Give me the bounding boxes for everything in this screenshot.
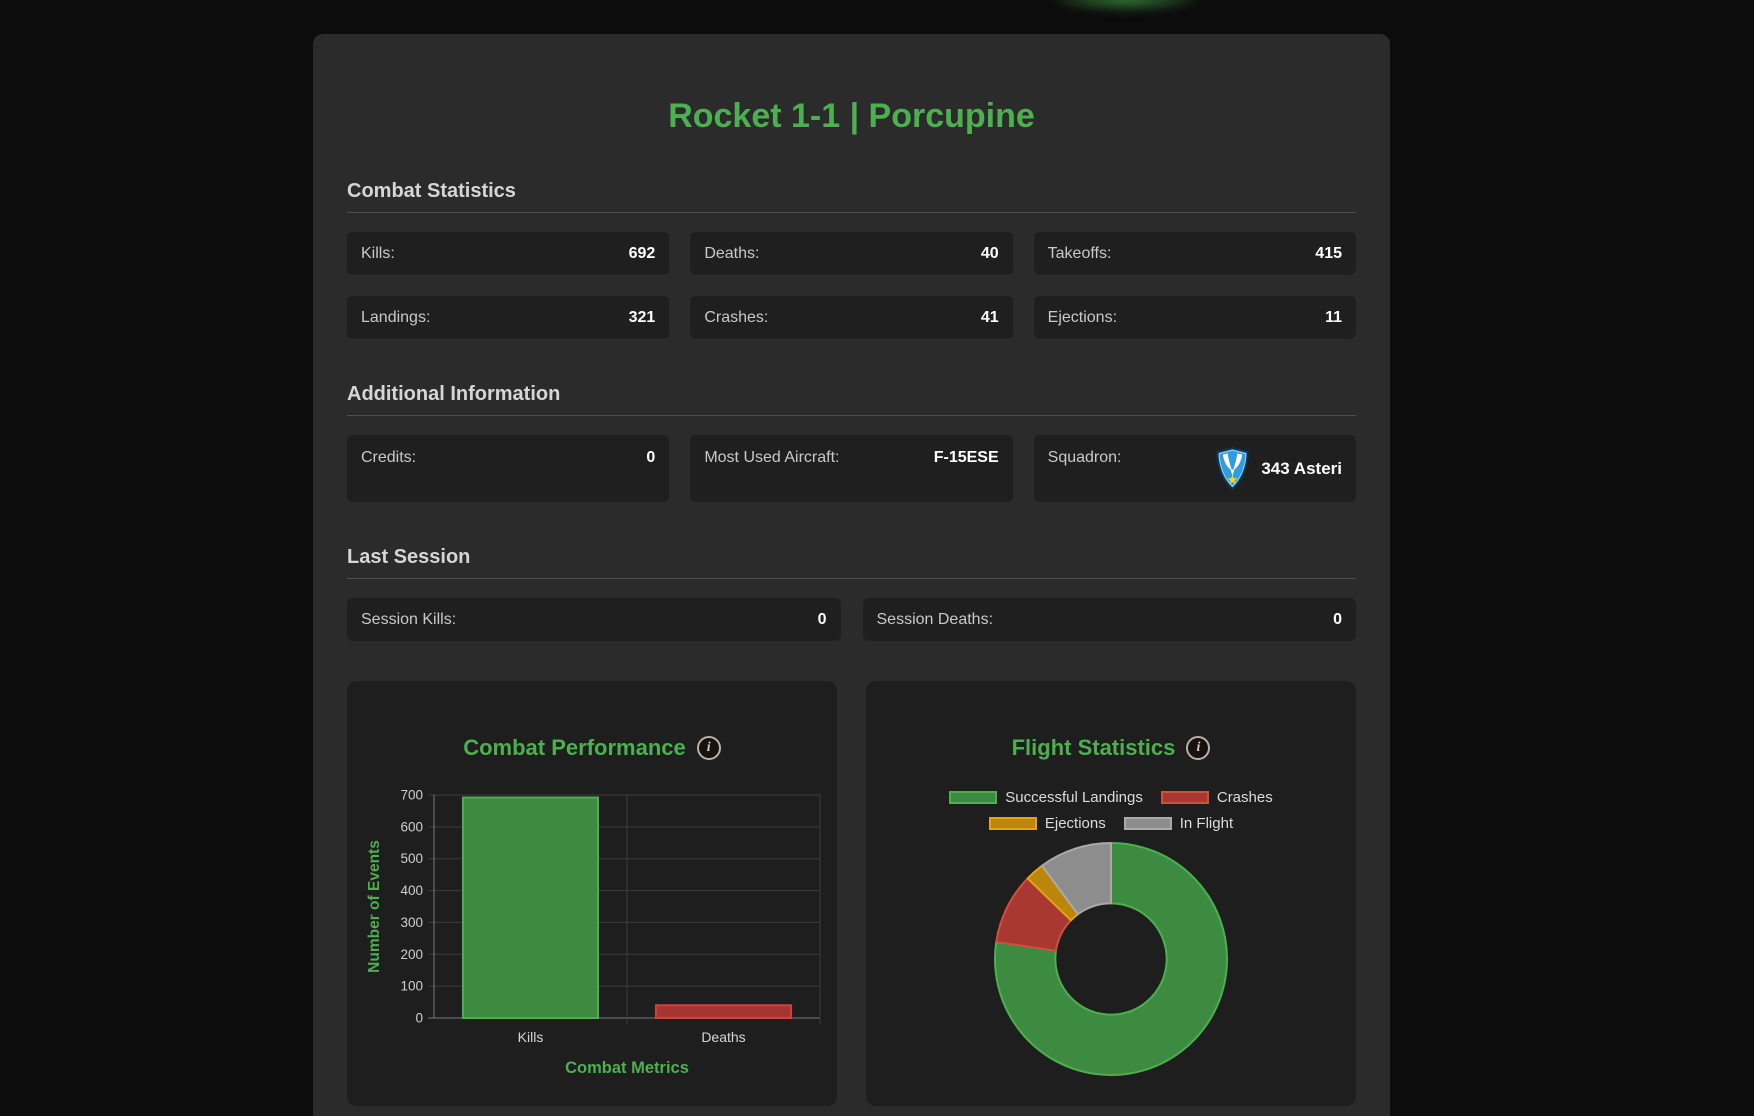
svg-text:Number of Events: Number of Events — [366, 840, 383, 973]
legend-label: In Flight — [1179, 815, 1234, 832]
additional-stats-grid: Credits: 0 Most Used Aircraft: F-15ESE S… — [347, 435, 1356, 502]
legend-swatch — [988, 817, 1037, 830]
stat-label: Takeoffs: — [1047, 244, 1112, 262]
donut-legend: Successful Landings Crashes Ejections In Fl… — [921, 789, 1301, 832]
divider — [347, 578, 1356, 579]
legend-item-ejections[interactable]: Ejections — [988, 815, 1106, 832]
stat-card-squadron: Squadron: 343 Asteri — [1033, 435, 1356, 502]
stat-label: Most Used Aircraft: — [704, 449, 840, 466]
section-combat-statistics: Combat Statistics Kills: 692 Deaths: 40 … — [347, 180, 1356, 339]
stat-label: Crashes: — [704, 308, 769, 326]
svg-text:700: 700 — [400, 788, 423, 803]
stat-card-session-kills: Session Kills: 0 — [347, 598, 841, 641]
stat-value: 11 — [1325, 308, 1342, 326]
stat-value: 415 — [1315, 244, 1342, 262]
flight-statistics-chart-card: Flight Statistics i Successful Landings C… — [866, 681, 1356, 1106]
legend-swatch — [1123, 817, 1172, 830]
combat-statistics-heading: Combat Statistics — [347, 180, 516, 202]
svg-text:0: 0 — [415, 1011, 423, 1026]
combat-stats-grid: Kills: 692 Deaths: 40 Takeoffs: 415 Land… — [347, 232, 1356, 339]
svg-text:100: 100 — [400, 979, 423, 994]
section-additional-information: Additional Information Credits: 0 Most U… — [347, 383, 1356, 502]
legend-item-successful-landings[interactable]: Successful Landings — [949, 789, 1143, 806]
last-session-grid: Session Kills: 0 Session Deaths: 0 — [347, 598, 1356, 641]
svg-text:Combat Metrics: Combat Metrics — [565, 1059, 689, 1077]
legend-label: Crashes — [1216, 789, 1273, 806]
stat-label: Session Deaths: — [876, 610, 994, 628]
flight-statistics-title-row: Flight Statistics i — [866, 735, 1356, 761]
stat-value: 0 — [646, 449, 656, 466]
combat-performance-bar-chart: 0 100 200 300 400 500 600 700 Kills Deaths Combat … — [366, 788, 821, 1077]
svg-text:200: 200 — [400, 947, 423, 962]
divider — [347, 415, 1356, 416]
stat-card-session-deaths: Session Deaths: 0 — [862, 598, 1356, 641]
svg-text:400: 400 — [400, 883, 423, 898]
legend-label: Ejections — [1044, 815, 1106, 832]
combat-performance-title: Combat Performance — [463, 735, 686, 760]
top-button-glow — [1053, 0, 1199, 12]
stat-card-most-used-aircraft: Most Used Aircraft: F-15ESE — [690, 435, 1013, 502]
legend-item-crashes[interactable]: Crashes — [1160, 789, 1273, 806]
stat-card-ejections: Ejections: 11 — [1033, 296, 1356, 339]
stat-value: 321 — [628, 308, 656, 326]
stat-card-landings: Landings: 321 — [347, 296, 670, 339]
stat-value: 0 — [817, 610, 827, 628]
stat-card-takeoffs: Takeoffs: 415 — [1033, 232, 1356, 275]
last-session-heading: Last Session — [347, 546, 471, 568]
stat-label: Session Kills: — [361, 610, 457, 628]
stat-label: Deaths: — [704, 244, 760, 262]
stat-card-crashes: Crashes: 41 — [690, 296, 1013, 339]
squadron-value: 343 Asteri — [1214, 447, 1342, 490]
divider — [347, 212, 1356, 213]
svg-text:Kills: Kills — [518, 1029, 544, 1045]
stat-card-deaths: Deaths: 40 — [690, 232, 1013, 275]
section-last-session: Last Session Session Kills: 0 Session De… — [347, 546, 1356, 641]
stat-label: Squadron: — [1047, 449, 1122, 466]
stat-value: 0 — [1333, 610, 1342, 628]
squadron-badge-icon — [1216, 447, 1249, 490]
svg-text:Deaths: Deaths — [701, 1029, 745, 1045]
legend-item-in-flight[interactable]: In Flight — [1123, 815, 1234, 832]
legend-swatch — [949, 791, 998, 804]
stat-value: F-15ESE — [933, 449, 999, 466]
flight-statistics-donut-chart — [994, 842, 1228, 1076]
stat-card-kills: Kills: 692 — [347, 232, 670, 275]
combat-performance-title-row: Combat Performance i — [347, 735, 837, 761]
svg-text:500: 500 — [400, 851, 423, 866]
page-title: Rocket 1-1 | Porcupine — [668, 97, 1035, 135]
stat-label: Credits: — [361, 449, 417, 466]
stat-value: 40 — [980, 244, 999, 262]
stat-value: 692 — [628, 244, 656, 262]
flight-statistics-title: Flight Statistics — [1011, 735, 1176, 760]
info-icon[interactable]: i — [696, 736, 721, 760]
charts-row: Combat Performance i 0 100 200 300 400 500 600… — [347, 681, 1356, 1106]
svg-text:300: 300 — [400, 915, 423, 930]
additional-information-heading: Additional Information — [347, 383, 561, 405]
stat-label: Kills: — [361, 244, 395, 262]
info-icon[interactable]: i — [1186, 736, 1211, 760]
stat-label: Ejections: — [1047, 308, 1118, 326]
stat-card-credits: Credits: 0 — [347, 435, 670, 502]
legend-swatch — [1160, 791, 1209, 804]
combat-performance-chart-card: Combat Performance i 0 100 200 300 400 500 600… — [347, 681, 837, 1106]
svg-text:600: 600 — [400, 819, 423, 834]
stat-value: 41 — [980, 308, 999, 326]
squadron-name: 343 Asteri — [1261, 458, 1342, 478]
legend-label: Successful Landings — [1005, 789, 1143, 806]
stat-label: Landings: — [361, 308, 431, 326]
stats-panel: Rocket 1-1 | Porcupine Combat Statistics… — [313, 34, 1390, 1116]
